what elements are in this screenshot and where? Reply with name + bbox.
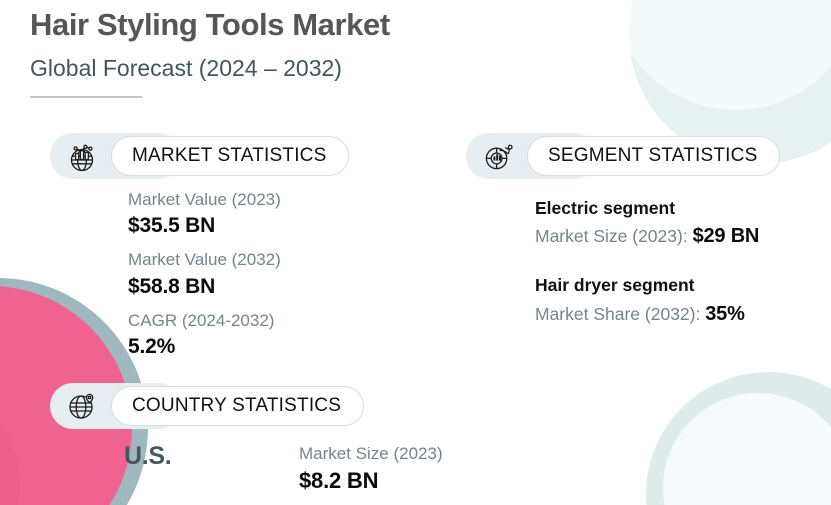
market-value-2032-value: $58.8 BN (128, 274, 216, 298)
decorative-circle-bottom-right (646, 372, 831, 505)
country-row: U.S. Market Size (2023) $8.2 BN (124, 442, 443, 496)
market-statistics-body: Market Value (2023) $35.5 BN Market Valu… (128, 188, 281, 361)
section-header-segment-statistics: SEGMENT STATISTICS (466, 133, 781, 179)
country-statistics-body: U.S. Market Size (2023) $8.2 BN (124, 442, 443, 496)
market-value-2023-label: Market Value (2023) (128, 190, 281, 209)
market-statistics-label: MARKET STATISTICS (132, 145, 327, 166)
hair-dryer-segment-value: 35% (705, 302, 745, 325)
section-header-country-statistics: COUNTRY STATISTICS (50, 383, 365, 429)
country-statistics-label: COUNTRY STATISTICS (132, 395, 342, 416)
page-header: Hair Styling Tools Market Global Forecas… (30, 0, 390, 99)
page-title: Hair Styling Tools Market (30, 7, 390, 42)
section-header-market-statistics: MARKET STATISTICS (50, 133, 350, 179)
market-value-2023-value: $35.5 BN (128, 214, 216, 238)
country-name: U.S. (124, 442, 172, 470)
globe-bar-chart-icon (59, 133, 105, 179)
segment-statistics-body: Electric segment Market Size (2023): $29… (535, 195, 759, 329)
market-value-2032-label: Market Value (2032) (128, 250, 281, 270)
market-statistics-pill[interactable]: MARKET STATISTICS (111, 136, 350, 176)
electric-segment-label: Market Size (2023): (535, 226, 693, 247)
hair-dryer-segment-stat: Market Share (2032): 35% (535, 299, 759, 329)
electric-segment-stat: Market Size (2023): $29 BN (535, 221, 759, 251)
cagr-label: CAGR (2024-2032) (128, 310, 275, 330)
country-market-size-label: Market Size (2023) (299, 444, 443, 463)
globe-pin-icon (59, 383, 105, 429)
cagr-value: 5.2% (128, 335, 176, 359)
title-divider (30, 96, 142, 99)
decorative-circle-bottom-right-inner (663, 393, 831, 505)
pie-chart-arrow-icon (475, 133, 521, 179)
country-statistics-pill[interactable]: COUNTRY STATISTICS (111, 386, 365, 426)
hair-dryer-segment-title: Hair dryer segment (535, 275, 695, 296)
electric-segment-value: $29 BN (692, 225, 760, 248)
country-market-size: Market Size (2023) $8.2 BN (299, 442, 443, 496)
product-photo-brush (0, 378, 20, 505)
country-market-size-value: $8.2 BN (299, 468, 379, 494)
decorative-circle-top-right-inner (611, 0, 831, 110)
segment-statistics-label: SEGMENT STATISTICS (548, 145, 758, 166)
page-subtitle: Global Forecast (2024 – 2032) (30, 54, 342, 81)
hair-dryer-segment-label: Market Share (2032): (535, 303, 706, 324)
electric-segment-title: Electric segment (535, 198, 676, 218)
segment-statistics-pill[interactable]: SEGMENT STATISTICS (527, 136, 781, 176)
